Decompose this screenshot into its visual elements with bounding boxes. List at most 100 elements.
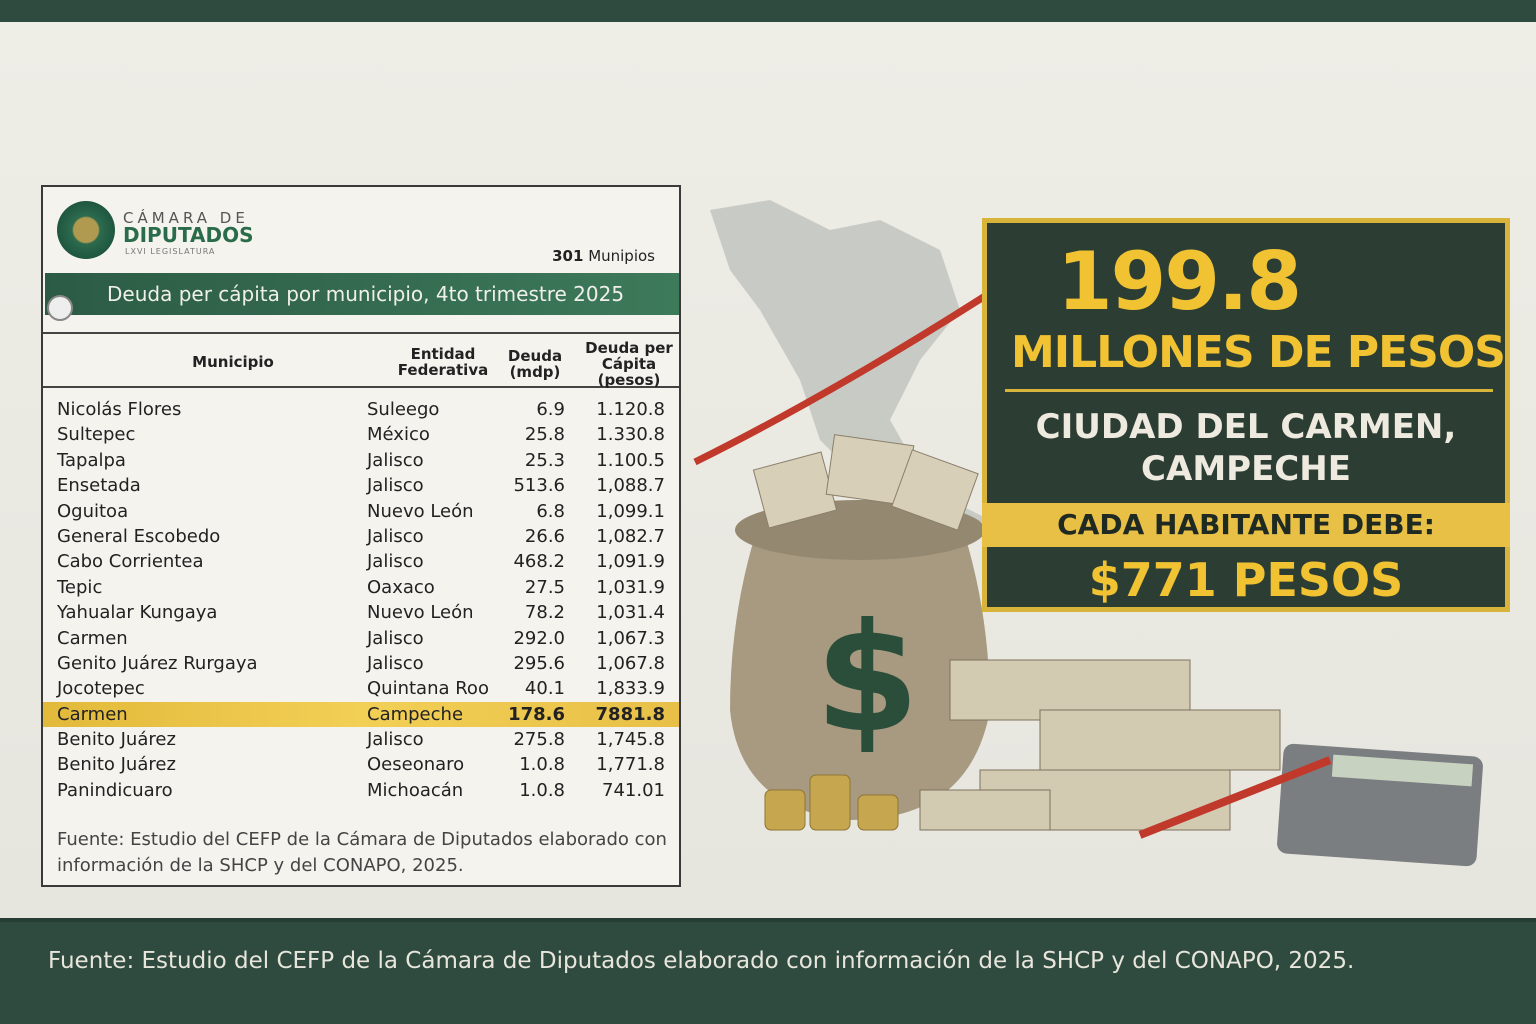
- footer-source: Fuente: Estudio del CEFP de la Cámara de…: [48, 948, 1355, 974]
- ring-decoration: [47, 295, 73, 321]
- table-row: Sultepec México 25.8 1.330.8: [43, 422, 679, 447]
- deuda-cell: 468.2: [513, 551, 565, 573]
- entidad-cell: Nuevo León: [367, 602, 474, 624]
- entidad-cell: Jalisco: [367, 449, 424, 471]
- per-person-value: $771 PESOS: [1088, 553, 1404, 607]
- municipio-cell: Oguitoa: [57, 500, 129, 522]
- per-capita-cell: 1,067.3: [596, 627, 665, 649]
- deuda-cell: 178.6: [508, 703, 565, 725]
- deuda-cell: 25.8: [524, 424, 565, 446]
- debt-unit: MILLONES DE PESOS: [1011, 327, 1506, 378]
- deuda-cell: 6.9: [536, 399, 565, 420]
- table-row: Cabo Corrientea Jalisco 468.2 1,091.9: [43, 549, 679, 574]
- deuda-cell: 295.6: [513, 652, 565, 674]
- bills-in-bag-icon: [752, 434, 979, 531]
- entidad-cell: Campeche: [367, 703, 464, 725]
- state-name: CAMPECHE: [1141, 449, 1351, 489]
- municipio-cell: Benito Juárez: [57, 754, 176, 776]
- deuda-cell: 25.3: [524, 449, 565, 471]
- table-row: Benito Juárez Jalisco 275.8 1,745.8: [43, 727, 679, 752]
- entidad-cell: Oaxaco: [367, 576, 435, 598]
- entidad-cell: Jalisco: [367, 525, 424, 547]
- table-row: Nicolás Flores Suleego 6.9 1.120.8: [43, 397, 679, 422]
- per-capita-cell: 1,082.7: [596, 525, 665, 547]
- municipio-cell: Benito Juárez: [57, 729, 176, 751]
- column-header: Municipio: [192, 353, 274, 371]
- deuda-cell: 1.0.8: [519, 754, 565, 776]
- per-capita-cell: 1,031.9: [596, 576, 665, 598]
- deuda-cell: 6.8: [536, 500, 565, 522]
- table-row: Ensetada Jalisco 513.6 1,088.7: [43, 473, 679, 498]
- per-capita-cell: 1.100.5: [596, 449, 665, 471]
- debt-amount: 199.8: [1057, 235, 1302, 328]
- per-capita-cell: 1.120.8: [596, 399, 665, 420]
- municipio-cell: Cabo Corrientea: [57, 551, 204, 573]
- municipality-count: 301 Munipios: [552, 247, 655, 265]
- per-capita-cell: 1,099.1: [596, 500, 665, 522]
- svg-text:$: $: [815, 592, 919, 766]
- table-row: Jocotepec Quintana Roo 40.1 1,833.9: [43, 676, 679, 701]
- table-row: Panindicuaro Michoacán 1.0.8 741.01: [43, 778, 679, 803]
- bill-stacks-icon: [919, 659, 1281, 831]
- table-row: General Escobedo Jalisco 26.6 1,082.7: [43, 524, 679, 549]
- mexico-map-icon: [710, 200, 990, 530]
- municipio-cell: Genito Juárez Rurgaya: [57, 652, 258, 674]
- per-capita-cell: 741.01: [602, 779, 665, 801]
- deuda-cell: 27.5: [524, 576, 565, 598]
- deuda-cell: 292.0: [513, 627, 565, 649]
- entidad-cell: Jalisco: [367, 551, 424, 573]
- logo-text: CÁMARA DE: [123, 209, 249, 227]
- municipio-cell: Sultepec: [57, 424, 136, 446]
- money-illustration: $: [693, 200, 1483, 867]
- entidad-cell: Jalisco: [367, 729, 424, 751]
- city-name: CIUDAD DEL CARMEN,: [1035, 407, 1457, 447]
- table-title: Deuda per cápita por municipio, 4to trim…: [45, 273, 679, 315]
- per-capita-cell: 1,091.9: [596, 551, 665, 573]
- entidad-cell: Suleego: [367, 399, 440, 420]
- entidad-cell: Jalisco: [367, 627, 424, 649]
- column-header: Deuda per Cápita (pesos): [585, 339, 673, 389]
- per-capita-cell: 1,088.7: [596, 475, 665, 497]
- table-row: Tapalpa Jalisco 25.3 1.100.5: [43, 448, 679, 473]
- deuda-cell: 1.0.8: [519, 779, 565, 801]
- table-row: Tepic Oaxaco 27.5 1,031.9: [43, 575, 679, 600]
- per-capita-cell: 1,833.9: [596, 678, 665, 700]
- table-row: Genito Juárez Rurgaya Jalisco 295.6 1,067.8: [43, 651, 679, 676]
- debt-table-card: CÁMARA DE DIPUTADOS LXVI LEGISLATURA 301…: [41, 185, 681, 887]
- entidad-cell: Quintana Roo: [367, 678, 489, 700]
- municipio-cell: Jocotepec: [57, 678, 145, 700]
- municipio-cell: Carmen: [57, 627, 128, 649]
- growth-arrow-icon: [693, 277, 1012, 466]
- footer: Fuente: Estudio del CEFP de la Cámara de…: [0, 918, 1536, 1024]
- highlight-box: 199.8 MILLONES DE PESOS CIUDAD DEL CARME…: [982, 218, 1510, 612]
- table-source: Fuente: Estudio del CEFP de la Cámara de…: [57, 829, 667, 876]
- deuda-cell: 40.1: [524, 678, 565, 700]
- deuda-cell: 78.2: [524, 602, 565, 624]
- entidad-cell: Jalisco: [367, 652, 424, 674]
- entidad-cell: Jalisco: [367, 475, 424, 497]
- entidad-cell: Nuevo León: [367, 500, 474, 522]
- table-row: Carmen Jalisco 292.0 1,067.3: [43, 626, 679, 651]
- entidad-cell: Michoacán: [367, 779, 464, 801]
- per-person-label: CADA HABITANTE DEBE:: [982, 503, 1510, 547]
- per-capita-cell: 7881.8: [595, 703, 665, 725]
- per-capita-cell: 1.330.8: [596, 424, 665, 446]
- divider: [1005, 389, 1493, 392]
- per-capita-cell: 1,031.4: [596, 602, 665, 624]
- table-row: Yahualar Kungaya Nuevo León 78.2 1,031.4: [43, 600, 679, 625]
- coins-icon: [764, 774, 899, 831]
- entidad-cell: Oesеonaro: [367, 754, 465, 776]
- deuda-cell: 26.6: [524, 525, 565, 547]
- municipio-cell: Tapalpa: [57, 449, 126, 471]
- per-capita-cell: 1,067.8: [596, 652, 665, 674]
- municipio-cell: Ensetada: [57, 475, 141, 497]
- column-header: Deuda (mdp): [507, 347, 563, 381]
- municipio-cell: Carmen: [57, 703, 128, 725]
- deuda-cell: 275.8: [513, 729, 565, 751]
- logo-text: LXVI LEGISLATURA: [125, 247, 216, 256]
- table-body: Nicolás Flores Suleego 6.9 1.120.8 Sultepec M…: [43, 397, 679, 803]
- municipio-cell: Panindicuaro: [57, 779, 173, 801]
- logo-text: DIPUTADOS: [123, 223, 254, 247]
- column-header: Entidad Federativa: [397, 345, 489, 379]
- pencil-icon: [1138, 756, 1332, 839]
